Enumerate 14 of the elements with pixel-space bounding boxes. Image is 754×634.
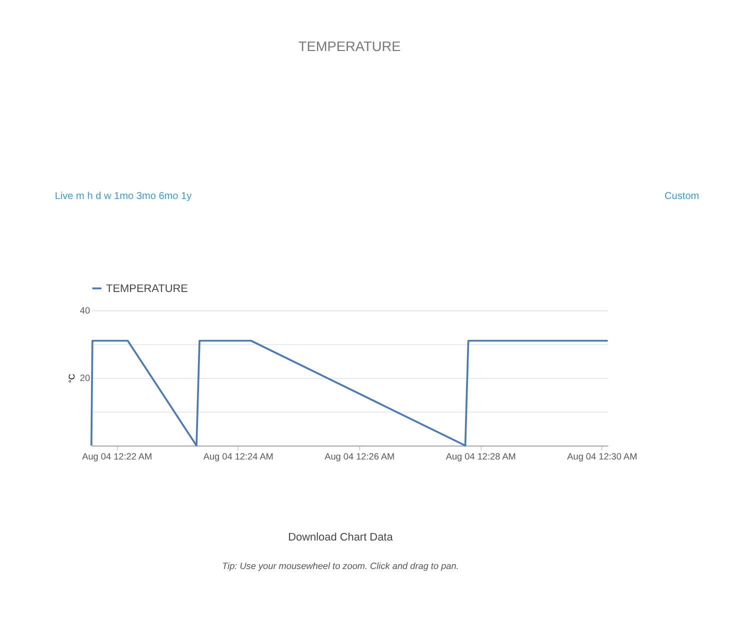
y-tick-label: 20 [80,373,90,384]
y-axis-title: °C [67,374,76,384]
text: Live m h d w 1mo 3mo 6mo 1y [54,190,192,202]
y-tick-label: 40 [80,306,90,316]
x-tick-label: Aug 04 12:28 AM [446,452,516,462]
text: Download Chart Data [288,532,394,544]
text: Tip: Use your mousewheel to zoom. Click and drag to pan. [222,560,459,571]
x-tick-label: Aug 04 12:30 AM [567,452,638,462]
legend-label: TEMPERATURE [106,283,188,296]
chart-title: TEMPERATURE [298,38,401,54]
x-tick-label: Aug 04 12:24 AM [203,452,274,462]
text: Custom [664,190,700,202]
x-tick-label: Aug 04 12:22 AM [82,452,152,462]
x-tick-label: Aug 04 12:26 AM [324,452,395,462]
